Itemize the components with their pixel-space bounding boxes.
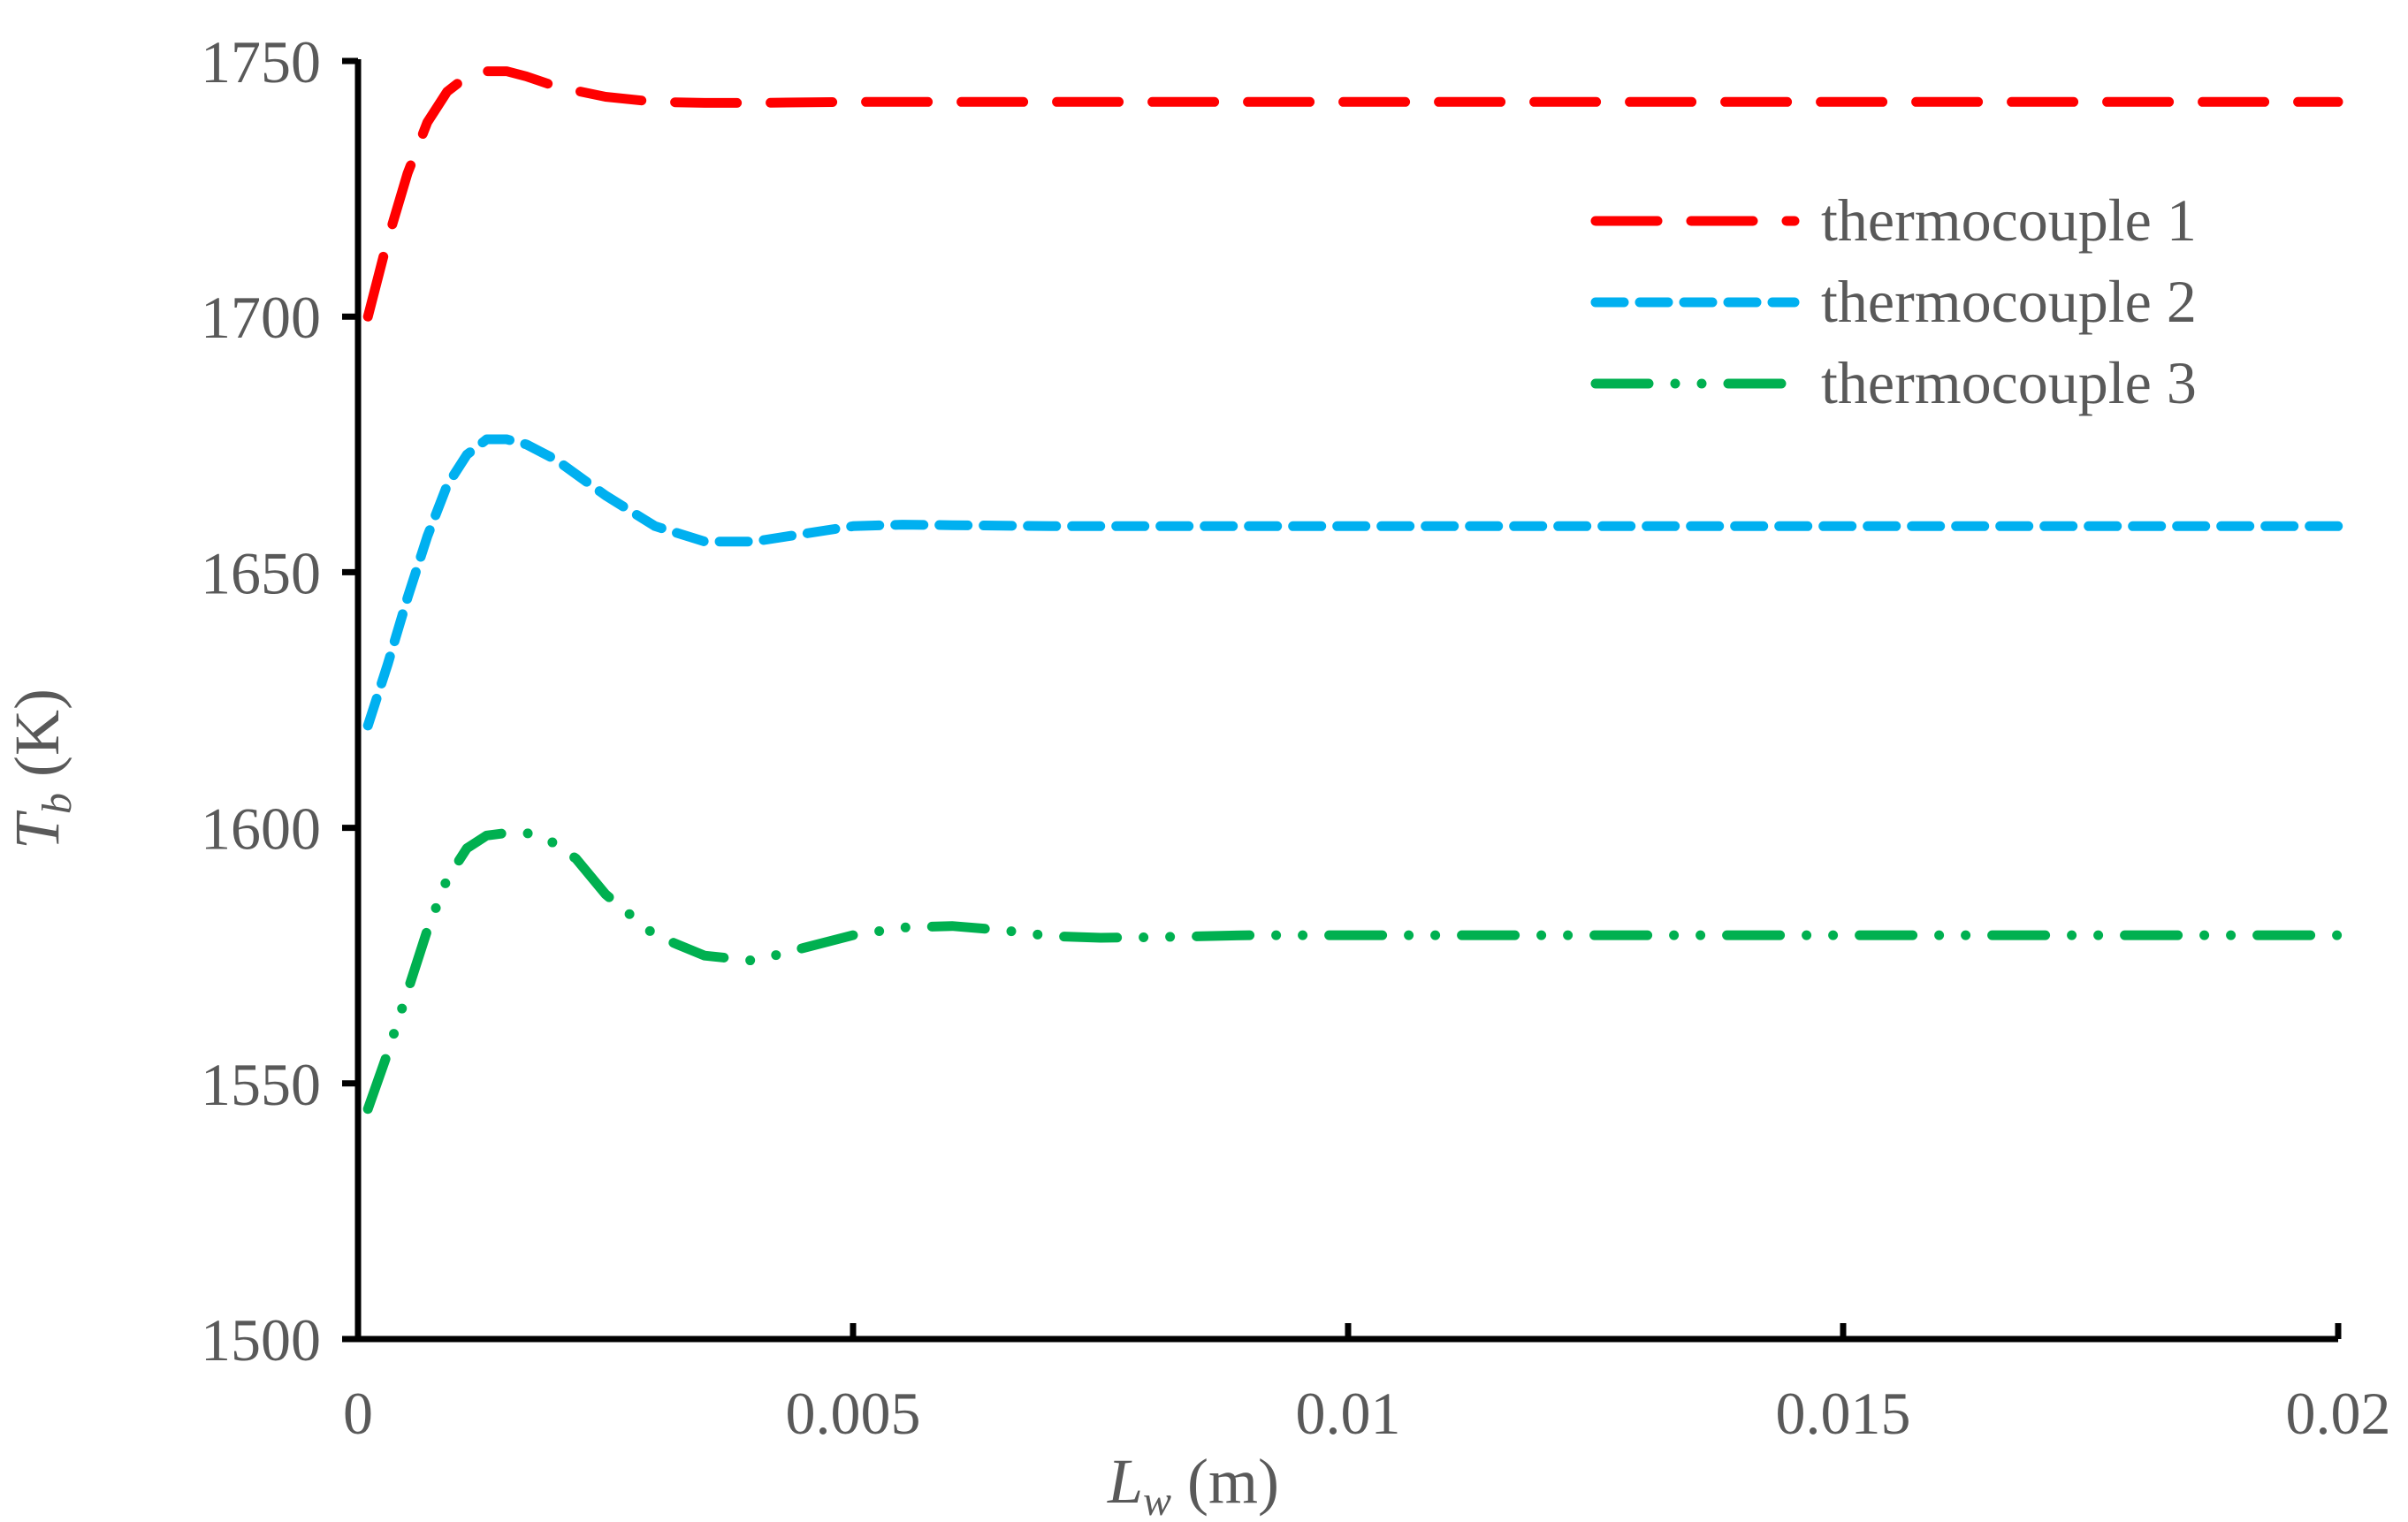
x-tick-label: 0.015 bbox=[1776, 1380, 1911, 1447]
y-tick-label: 1600 bbox=[201, 795, 321, 863]
axes: 1500 1550 1600 1650 1700 1750 0 0.005 0.01 0.015 0… bbox=[201, 28, 2391, 1447]
y-axis-title-sub: b bbox=[34, 793, 80, 814]
x-tick-label: 0.005 bbox=[786, 1380, 921, 1447]
y-tick-label: 1700 bbox=[201, 284, 321, 351]
legend: thermocouple 1 thermocouple 2 thermocouple… bbox=[1590, 186, 2197, 416]
plot-area bbox=[362, 66, 2343, 1115]
x-axis-title-sub: w bbox=[1143, 1478, 1171, 1522]
x-axis-title-unit: (m) bbox=[1171, 1446, 1279, 1517]
x-tick-label: 0.02 bbox=[2286, 1380, 2391, 1447]
legend-label-1: thermocouple 1 bbox=[1821, 186, 2197, 254]
series-line-3 bbox=[362, 827, 2343, 1115]
y-axis-title-unit: (K) bbox=[2, 689, 72, 793]
y-axis-title: Tb (K) bbox=[2, 689, 80, 849]
series-line-1 bbox=[362, 66, 2343, 322]
y-tick-label: 1500 bbox=[201, 1306, 321, 1374]
series-line-2 bbox=[362, 434, 2343, 731]
x-tick-label: 0.01 bbox=[1296, 1380, 1401, 1447]
legend-label-2: thermocouple 2 bbox=[1821, 268, 2197, 335]
y-tick-label: 1750 bbox=[201, 28, 321, 95]
legend-label-3: thermocouple 3 bbox=[1821, 349, 2197, 416]
x-axis-title: Lw (m) bbox=[1107, 1446, 1279, 1522]
y-axis-title-main: T bbox=[2, 810, 72, 849]
x-tick-label: 0 bbox=[343, 1380, 373, 1447]
y-tick-label: 1550 bbox=[201, 1051, 321, 1118]
y-tick-label: 1650 bbox=[201, 539, 321, 606]
x-axis-title-main: L bbox=[1107, 1446, 1143, 1517]
